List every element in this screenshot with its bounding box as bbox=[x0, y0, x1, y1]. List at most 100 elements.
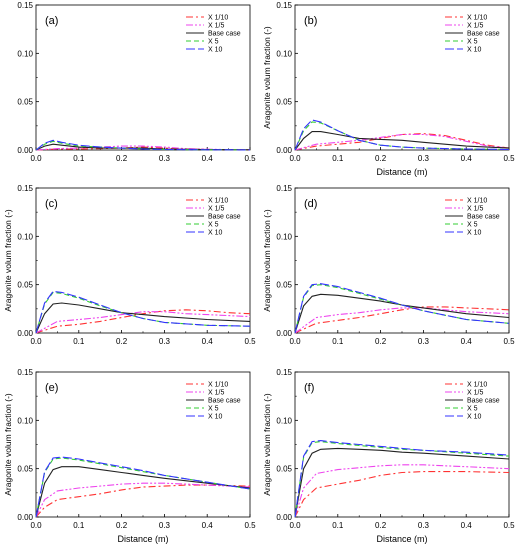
x-tick-label: 0.0 bbox=[289, 337, 301, 346]
legend-entry: X 10 bbox=[208, 414, 223, 421]
y-tick-label: 0.00 bbox=[17, 146, 33, 155]
y-axis-label: Aragonite volum fraction (-) bbox=[262, 26, 272, 129]
legend-entry: Base case bbox=[467, 398, 500, 405]
x-axis-label: Distance (m) bbox=[376, 167, 427, 177]
x-tick-label: 0.0 bbox=[30, 337, 42, 346]
x-tick-label: 0.1 bbox=[73, 154, 85, 163]
x-tick-label: 0.3 bbox=[159, 337, 171, 346]
x-tick-label: 0.2 bbox=[375, 154, 387, 163]
x-tick-label: 0.3 bbox=[418, 154, 430, 163]
series-line-4 bbox=[35, 457, 251, 518]
series-line-5 bbox=[35, 139, 251, 151]
x-tick-label: 0.1 bbox=[332, 154, 344, 163]
legend-entry: X 10 bbox=[208, 230, 223, 237]
y-tick-label: 0.00 bbox=[17, 329, 33, 338]
x-tick-label: 0.3 bbox=[418, 521, 430, 530]
series-line-5 bbox=[294, 119, 510, 151]
x-tick-label: 0.4 bbox=[202, 154, 214, 163]
series-line-2 bbox=[35, 311, 251, 334]
legend-entry: X 5 bbox=[467, 406, 478, 413]
y-axis-label: Aragonite volum fraction (-) bbox=[262, 209, 272, 312]
y-axis-label: Aragonite volum fraction (-) bbox=[3, 393, 13, 496]
x-tick-label: 0.3 bbox=[159, 154, 171, 163]
legend-entry: X 10 bbox=[467, 47, 482, 54]
legend-entry: X 1/10 bbox=[467, 198, 487, 205]
x-axis-label: Distance (m) bbox=[376, 534, 427, 544]
legend-entry: X 1/5 bbox=[208, 390, 224, 397]
legend-entry: Base case bbox=[208, 31, 241, 38]
legend-entry: X 1/10 bbox=[208, 382, 228, 389]
y-tick-label: 0.15 bbox=[17, 184, 33, 193]
series-line-5 bbox=[35, 456, 251, 518]
x-tick-label: 0.3 bbox=[159, 521, 171, 530]
x-axis-label: Distance (m) bbox=[117, 534, 168, 544]
x-tick-label: 0.4 bbox=[461, 521, 473, 530]
chart-panel-4: 0.0 0.1 0.2 0.3 0.4 0.5 0.00 0.05 0.10 0.15 Aragon… bbox=[262, 184, 515, 346]
y-tick-label: 0.05 bbox=[17, 465, 33, 474]
series-line-1 bbox=[35, 309, 251, 334]
legend-entry: X 1/10 bbox=[208, 15, 228, 22]
legend-entry: X 10 bbox=[467, 414, 482, 421]
x-tick-label: 0.5 bbox=[244, 154, 256, 163]
x-tick-label: 0.0 bbox=[30, 521, 42, 530]
y-tick-label: 0.15 bbox=[276, 184, 292, 193]
series-line-4 bbox=[35, 291, 251, 334]
x-tick-label: 0.1 bbox=[332, 521, 344, 530]
y-tick-label: 0.10 bbox=[276, 232, 292, 241]
series-line-3 bbox=[35, 302, 251, 334]
y-tick-label: 0.00 bbox=[276, 146, 292, 155]
series-line-1 bbox=[294, 471, 510, 518]
legend-entry: Base case bbox=[467, 31, 500, 38]
chart-panel-5: 0.0 0.1 0.2 0.3 0.4 0.5 0.00 0.05 0.10 0.15 Distan… bbox=[3, 368, 256, 544]
x-tick-label: 0.0 bbox=[30, 154, 42, 163]
x-tick-label: 0.4 bbox=[461, 154, 473, 163]
y-axis-label: Aragonite volum fraction (-) bbox=[262, 393, 272, 496]
x-tick-label: 0.0 bbox=[289, 521, 301, 530]
y-tick-label: 0.05 bbox=[276, 281, 292, 290]
legend-entry: X 1/5 bbox=[467, 390, 483, 397]
series-line-2 bbox=[294, 464, 510, 518]
y-tick-label: 0.10 bbox=[276, 416, 292, 425]
series-line-5 bbox=[294, 283, 510, 334]
y-tick-label: 0.15 bbox=[17, 368, 33, 377]
legend-entry: X 5 bbox=[208, 406, 219, 413]
series-line-2 bbox=[35, 482, 251, 518]
x-tick-label: 0.5 bbox=[244, 337, 256, 346]
series-line-3 bbox=[294, 131, 510, 151]
legend-entry: X 1/5 bbox=[208, 206, 224, 213]
x-tick-label: 0.1 bbox=[332, 337, 344, 346]
x-tick-label: 0.2 bbox=[375, 337, 387, 346]
chart-panel-6: 0.0 0.1 0.2 0.3 0.4 0.5 0.00 0.05 0.10 0.15 Distan… bbox=[262, 368, 515, 544]
y-tick-label: 0.00 bbox=[276, 513, 292, 522]
x-tick-label: 0.4 bbox=[202, 337, 214, 346]
legend-entry: X 5 bbox=[208, 39, 219, 46]
series-line-1 bbox=[294, 306, 510, 334]
series-line-1 bbox=[35, 484, 251, 518]
legend-entry: Base case bbox=[208, 214, 241, 221]
x-tick-label: 0.5 bbox=[244, 521, 256, 530]
x-tick-label: 0.4 bbox=[461, 337, 473, 346]
legend-entry: X 1/10 bbox=[208, 198, 228, 205]
x-tick-label: 0.2 bbox=[116, 337, 128, 346]
panel-label: (e) bbox=[45, 382, 58, 394]
legend-entry: X 5 bbox=[208, 222, 219, 229]
series-line-2 bbox=[35, 145, 251, 151]
legend-entry: Base case bbox=[208, 398, 241, 405]
x-tick-label: 0.2 bbox=[375, 521, 387, 530]
legend-entry: X 1/10 bbox=[467, 15, 487, 22]
x-tick-label: 0.1 bbox=[73, 337, 85, 346]
series-line-3 bbox=[35, 466, 251, 518]
series-line-3 bbox=[294, 447, 510, 518]
y-tick-label: 0.15 bbox=[17, 1, 33, 10]
x-tick-label: 0.2 bbox=[116, 154, 128, 163]
y-tick-label: 0.00 bbox=[17, 513, 33, 522]
legend-entry: X 1/5 bbox=[467, 206, 483, 213]
y-tick-label: 0.15 bbox=[276, 1, 292, 10]
x-tick-label: 0.3 bbox=[418, 337, 430, 346]
y-tick-label: 0.05 bbox=[276, 465, 292, 474]
series-line-4 bbox=[294, 121, 510, 151]
series-line-2 bbox=[294, 307, 510, 334]
series-line-5 bbox=[35, 290, 251, 334]
x-tick-label: 0.5 bbox=[503, 337, 515, 346]
panel-label: (c) bbox=[45, 198, 58, 210]
